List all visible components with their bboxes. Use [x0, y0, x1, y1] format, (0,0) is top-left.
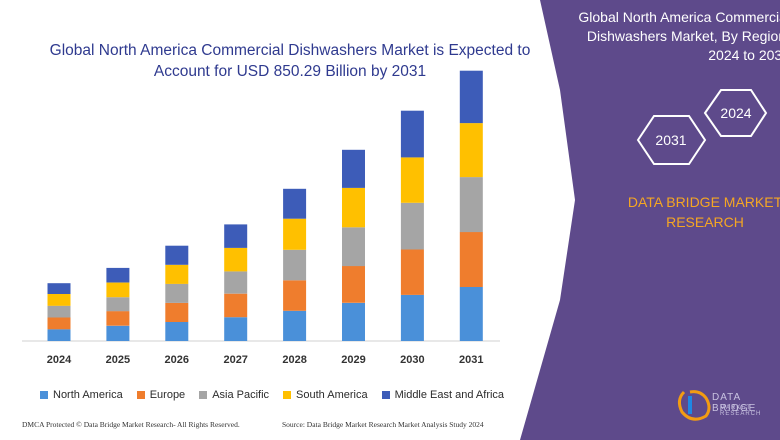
- bar-segment-2031-europe: [459, 232, 483, 287]
- chart-legend: North America Europe Asia Pacific South …: [40, 389, 510, 401]
- year-end-label: 2031: [655, 132, 687, 148]
- logo-subtext: MARKET RESEARCH: [720, 405, 762, 417]
- bar-segment-2025-asia-pacific: [106, 297, 130, 312]
- bar-segment-2028-south-america: [283, 218, 307, 250]
- bar-segment-2026-south-america: [165, 264, 189, 284]
- bar-segment-2031-middle-east-and-africa: [459, 70, 483, 124]
- bar-segment-2031-south-america: [459, 123, 483, 178]
- bar-segment-2025-middle-east-and-africa: [106, 267, 130, 283]
- footer-copyright: DMCA Protected © Data Bridge Market Rese…: [22, 420, 240, 429]
- brand-name: DATA BRIDGE MARKET RESEARCH: [610, 192, 780, 232]
- bar-segment-2028-middle-east-and-africa: [283, 188, 307, 219]
- bar-segment-2027-middle-east-and-africa: [224, 224, 248, 248]
- bar-segment-2025-south-america: [106, 282, 130, 298]
- legend-label: Europe: [149, 389, 186, 401]
- x-tick-label: 2027: [223, 354, 247, 366]
- side-panel-title: Global North America Commercial Dishwash…: [560, 8, 780, 65]
- side-title-line-1: Global North America Commercial: [578, 9, 780, 25]
- bar-segment-2028-north-america: [283, 310, 307, 341]
- bar-segment-2028-asia-pacific: [283, 249, 307, 281]
- side-title-line-2: Dishwashers Market, By Region,: [586, 28, 780, 44]
- bar-segment-2027-asia-pacific: [224, 271, 248, 294]
- bar-segment-2029-europe: [342, 266, 365, 303]
- legend-item-north-america: North America: [40, 389, 123, 401]
- bar-segment-2027-south-america: [224, 247, 248, 272]
- bar-segment-2024-middle-east-and-africa: [47, 283, 71, 294]
- legend-item-south-america: South America: [283, 389, 368, 401]
- bar-segment-2027-europe: [224, 293, 248, 318]
- hexagon-2024: [703, 89, 768, 137]
- x-tick-label: 2030: [400, 354, 424, 366]
- bar-segment-2031-asia-pacific: [459, 177, 483, 233]
- x-tick-label: 2025: [106, 354, 130, 366]
- legend-item-europe: Europe: [136, 389, 186, 401]
- legend-item-asia-pacific: Asia Pacific: [199, 389, 269, 401]
- bar-segment-2030-south-america: [400, 157, 424, 203]
- x-tick-label: 2029: [341, 354, 365, 366]
- bar-segment-2025-europe: [106, 311, 130, 326]
- brand-line-1: DATA BRIDGE MARKET: [627, 194, 780, 210]
- chart-title: Global North America Commercial Dishwash…: [49, 42, 531, 80]
- bar-segment-2031-north-america: [459, 287, 483, 341]
- legend-swatch: [199, 391, 208, 399]
- bar-segment-2029-south-america: [342, 187, 365, 228]
- bar-segment-2026-middle-east-and-africa: [165, 245, 189, 265]
- bar-segment-2024-europe: [47, 317, 71, 330]
- legend-swatch: [136, 391, 145, 399]
- legend-label: Asia Pacific: [212, 389, 270, 401]
- bar-segment-2024-south-america: [47, 294, 71, 306]
- bar-segment-2029-asia-pacific: [342, 227, 365, 267]
- bar-segment-2025-north-america: [106, 325, 130, 341]
- logo-wordmark: DATA BRIDGE: [712, 392, 757, 414]
- bar-segment-2030-europe: [400, 249, 424, 295]
- year-start-label: 2024: [720, 105, 752, 121]
- bar-segment-2029-north-america: [342, 302, 365, 341]
- bar-segment-2026-asia-pacific: [165, 283, 189, 303]
- bar-segment-2030-north-america: [400, 294, 424, 341]
- footer-source: Source: Data Bridge Market Research Mark…: [282, 420, 484, 429]
- bar-segment-2030-asia-pacific: [400, 202, 424, 250]
- legend-label: South America: [296, 389, 368, 401]
- hexagon-2031: [636, 115, 707, 165]
- brand-logo-icon: [677, 390, 711, 421]
- x-tick-label: 2026: [165, 354, 189, 366]
- brand-line-2: RESEARCH: [666, 214, 744, 230]
- legend-swatch: [283, 391, 292, 399]
- bar-segment-2026-europe: [165, 302, 189, 322]
- legend-swatch: [40, 391, 48, 399]
- bar-segment-2026-north-america: [165, 321, 189, 341]
- bar-segment-2024-north-america: [47, 329, 71, 341]
- bar-segment-2027-north-america: [224, 317, 248, 341]
- bar-segment-2029-middle-east-and-africa: [342, 149, 365, 188]
- x-tick-label: 2031: [459, 354, 483, 366]
- legend-item-middle-east-africa: Middle East and Africa: [381, 389, 505, 401]
- legend-label: North America: [53, 389, 123, 401]
- side-panel-shape: [520, 0, 780, 440]
- bar-segment-2030-middle-east-and-africa: [400, 110, 424, 158]
- x-tick-label: 2028: [282, 354, 306, 366]
- legend-label: Middle East and Africa: [394, 389, 505, 401]
- x-tick-label: 2024: [47, 354, 72, 366]
- side-title-line-3: 2024 to 2031: [708, 47, 780, 63]
- bar-segment-2024-asia-pacific: [47, 305, 71, 318]
- legend-swatch: [381, 391, 390, 399]
- bar-segment-2028-europe: [283, 280, 307, 311]
